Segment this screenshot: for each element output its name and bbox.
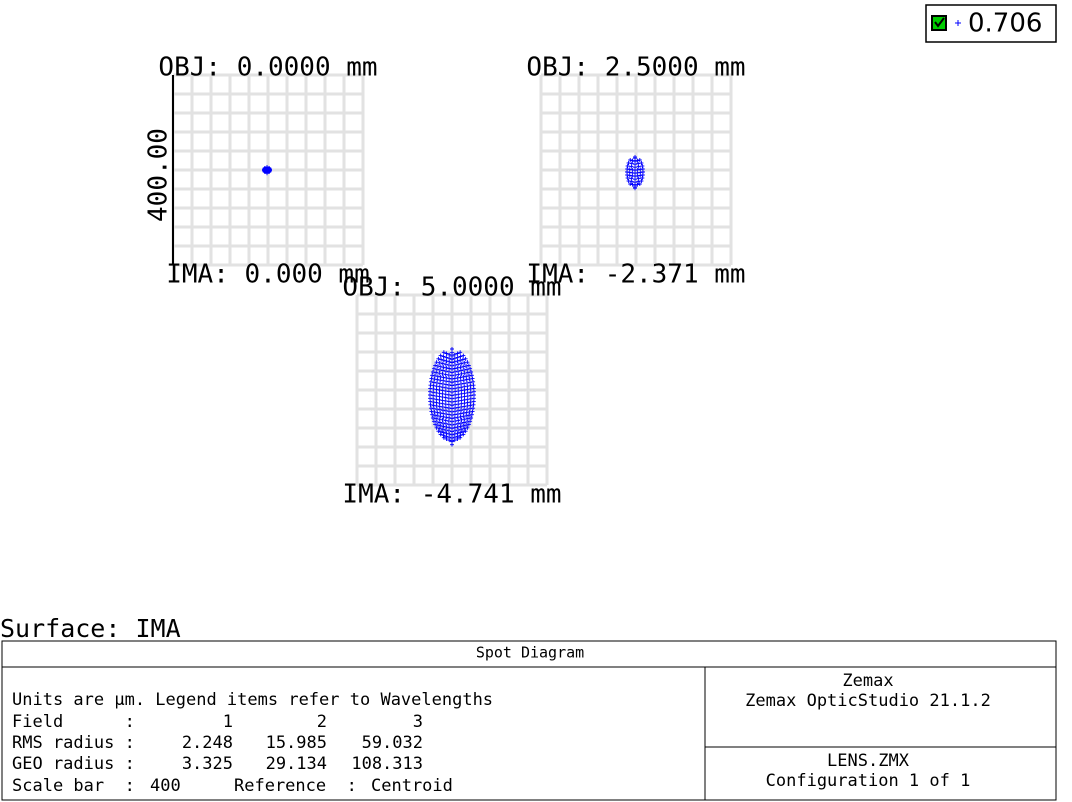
panel-title: OBJ: 5.0000 mm bbox=[342, 273, 561, 303]
row-value: 3.325 bbox=[182, 754, 233, 774]
row-value: 2.248 bbox=[182, 733, 233, 753]
row-label: RMS radius : bbox=[12, 733, 135, 753]
row-label: Field : bbox=[12, 712, 135, 732]
row-value: 29.134 bbox=[266, 754, 327, 774]
configuration: Configuration 1 of 1 bbox=[766, 771, 971, 791]
product: Zemax OpticStudio 21.1.2 bbox=[745, 691, 991, 711]
units-note: Units are µm. Legend items refer to Wave… bbox=[12, 690, 493, 710]
panel-footer: IMA: 0.000 mm bbox=[166, 260, 370, 290]
row-value: 1 bbox=[223, 712, 233, 732]
panel-footer: IMA: -2.371 mm bbox=[526, 260, 745, 290]
reference-label: Reference : bbox=[234, 776, 357, 796]
row-value: 15.985 bbox=[266, 733, 327, 753]
panel-footer: IMA: -4.741 mm bbox=[342, 480, 561, 510]
vendor: Zemax bbox=[842, 671, 893, 691]
row-value: 2 bbox=[317, 712, 327, 732]
file-name: LENS.ZMX bbox=[827, 751, 910, 771]
row-value: 108.313 bbox=[351, 754, 423, 774]
panel-title: OBJ: 2.5000 mm bbox=[526, 53, 745, 83]
grid bbox=[539, 73, 733, 267]
surface-label: Surface: IMA bbox=[0, 614, 181, 643]
panel-title: OBJ: 0.0000 mm bbox=[158, 53, 377, 83]
scale-value: 400 bbox=[150, 776, 181, 796]
legend-value: 0.706 bbox=[968, 9, 1042, 39]
legend-marker bbox=[955, 20, 961, 26]
spot bbox=[262, 165, 272, 176]
reference-value: Centroid bbox=[371, 776, 453, 796]
check-mark bbox=[934, 17, 945, 28]
row-label: GEO radius : bbox=[12, 754, 135, 774]
scale-bar-label: 400.00 bbox=[144, 128, 174, 222]
row-value: 59.032 bbox=[362, 733, 423, 753]
info-title: Spot Diagram bbox=[476, 644, 584, 662]
spot bbox=[625, 155, 645, 191]
row-value: 3 bbox=[413, 712, 423, 732]
legend-box bbox=[925, 4, 1057, 43]
scale-label: Scale bar : bbox=[12, 776, 135, 796]
info-box bbox=[1, 640, 1057, 801]
spot bbox=[428, 347, 476, 447]
